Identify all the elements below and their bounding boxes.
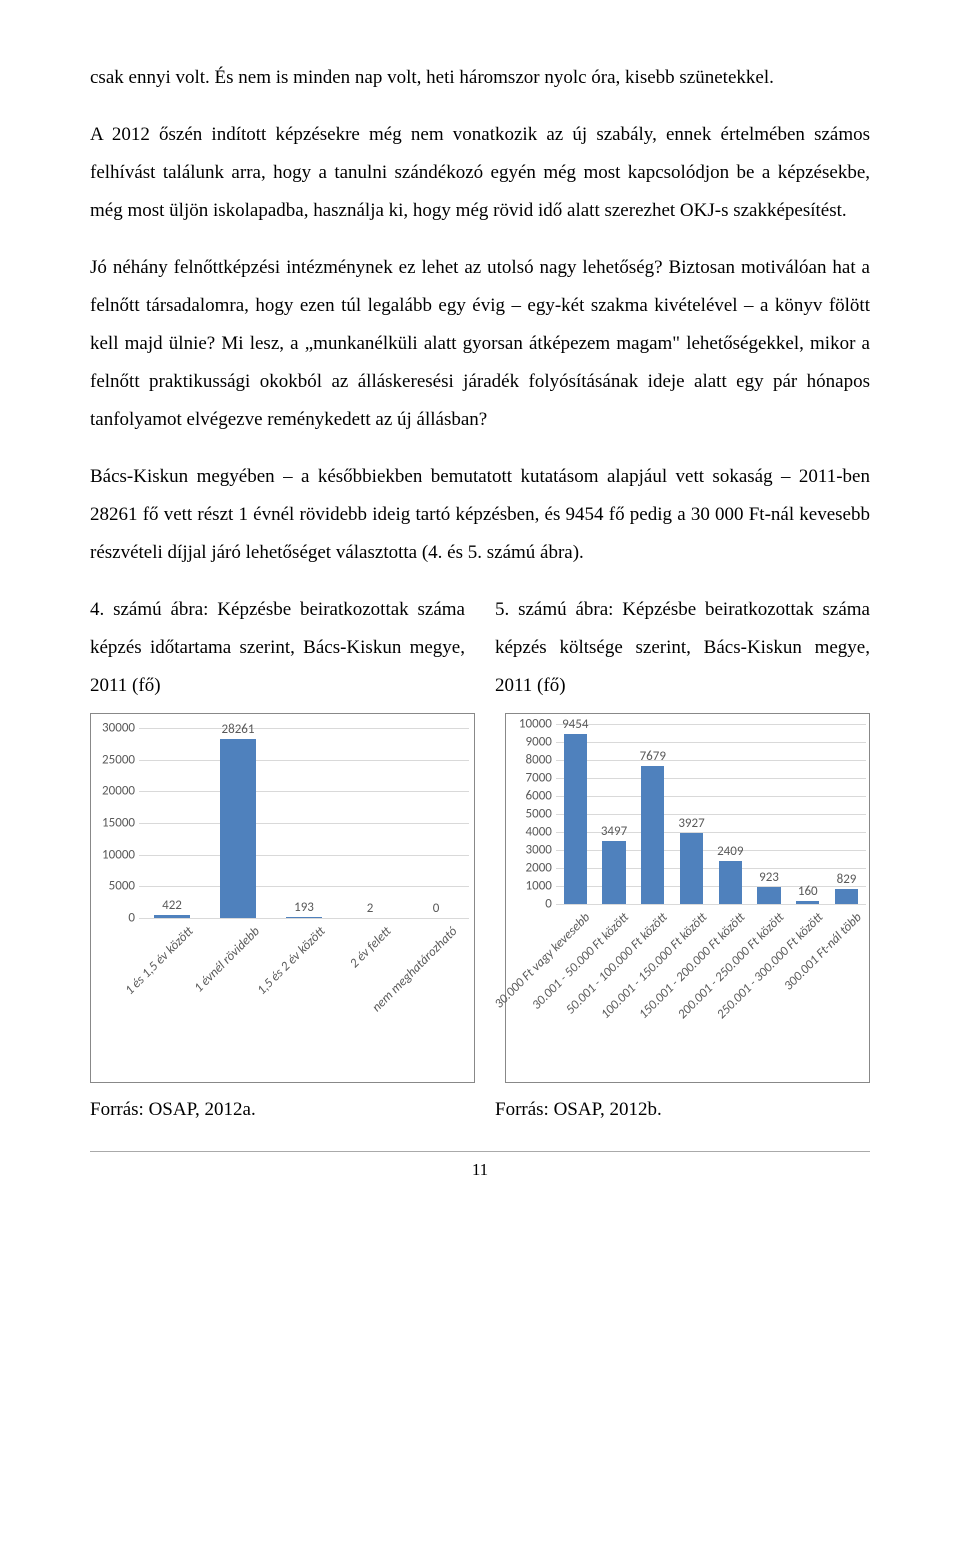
bar (835, 889, 858, 904)
x-axis-tick: 1 és 1,5 év között (123, 924, 197, 998)
y-axis-tick: 0 (128, 911, 135, 926)
figure4-chart: 0 5000 10000 15000 20000 25000 30000 422 1 és 1,… (90, 713, 475, 1083)
figure5-chart: 0 1000 2000 3000 4000 5000 6000 7000 8000 9000 100… (505, 713, 870, 1083)
bar-value-label: 7679 (640, 749, 666, 764)
y-axis-tick: 8000 (526, 753, 552, 768)
y-axis-tick: 7000 (526, 771, 552, 786)
x-axis-tick: 1,5 és 2 év között (255, 924, 329, 998)
bar-value-label: 829 (837, 872, 857, 887)
figure4-source: Forrás: OSAP, 2012a. (90, 1099, 465, 1121)
grid-line (139, 760, 469, 761)
document-page: csak ennyi volt. És nem is minden nap vo… (0, 0, 960, 1200)
page-number: 11 (90, 1151, 870, 1180)
grid-line (139, 823, 469, 824)
grid-line (556, 904, 866, 905)
bar-value-label: 160 (798, 884, 818, 899)
bar-value-label: 2 (367, 901, 374, 916)
y-axis-tick: 5000 (526, 807, 552, 822)
bar-value-label: 3497 (601, 824, 627, 839)
grid-line (139, 855, 469, 856)
paragraph-1: csak ennyi volt. És nem is minden nap vo… (90, 59, 870, 97)
bar-value-label: 193 (294, 900, 314, 915)
paragraph-3: Jó néhány felnőttképzési intézménynek ez… (90, 249, 870, 439)
figure-captions-row: 4. számú ábra: Képzésbe beiratkozottak s… (90, 591, 870, 705)
y-axis-tick: 2000 (526, 861, 552, 876)
y-axis-tick: 5000 (109, 879, 135, 894)
bar-value-label: 422 (162, 898, 182, 913)
y-axis-tick: 10000 (102, 847, 135, 862)
bar (796, 901, 819, 904)
x-axis-tick: 2 év felett (348, 924, 395, 971)
y-axis-tick: 6000 (526, 789, 552, 804)
y-axis-tick: 4000 (526, 825, 552, 840)
bar (757, 887, 780, 904)
bar (602, 841, 625, 904)
plot-area: 0100020003000400050006000700080009000100… (556, 724, 866, 904)
grid-line (556, 742, 866, 743)
figure5-caption: 5. számú ábra: Képzésbe beiratkozottak s… (495, 591, 870, 705)
grid-line (139, 791, 469, 792)
bar (220, 739, 256, 918)
grid-line (139, 728, 469, 729)
bar (719, 861, 742, 904)
bar (564, 734, 587, 904)
y-axis-tick: 15000 (102, 816, 135, 831)
bar-value-label: 923 (759, 870, 779, 885)
figure4-caption: 4. számú ábra: Képzésbe beiratkozottak s… (90, 591, 465, 705)
paragraph-4: Bács-Kiskun megyében – a későbbiekben be… (90, 458, 870, 572)
grid-line (139, 886, 469, 887)
bar (680, 833, 703, 904)
y-axis-tick: 0 (545, 897, 552, 912)
bar (154, 915, 190, 918)
plot-area: 0500010000150002000025000300004221 és 1,… (139, 728, 469, 918)
y-axis-tick: 10000 (519, 717, 552, 732)
y-axis-tick: 20000 (102, 784, 135, 799)
bar-value-label: 9454 (562, 717, 588, 732)
y-axis-tick: 25000 (102, 752, 135, 767)
charts-row: 0500010000150002000025000300004221 és 1,… (90, 713, 870, 1083)
y-axis-tick: 1000 (526, 879, 552, 894)
y-axis-tick: 9000 (526, 735, 552, 750)
y-axis-tick: 3000 (526, 843, 552, 858)
bar (641, 766, 664, 904)
grid-line (556, 796, 866, 797)
sources-row: Forrás: OSAP, 2012a. Forrás: OSAP, 2012b… (90, 1089, 870, 1121)
bar-value-label: 3927 (678, 816, 704, 831)
bar-value-label: 28261 (222, 722, 255, 737)
paragraph-2: A 2012 őszén indított képzésekre még nem… (90, 116, 870, 230)
y-axis-tick: 30000 (102, 721, 135, 736)
x-axis-tick: 1 évnél rövidebb (191, 924, 263, 996)
grid-line (556, 778, 866, 779)
grid-line (556, 760, 866, 761)
grid-line (556, 814, 866, 815)
bar-value-label: 2409 (717, 844, 743, 859)
grid-line (556, 724, 866, 725)
figure5-source: Forrás: OSAP, 2012b. (495, 1099, 870, 1121)
grid-line (139, 918, 469, 919)
bar (286, 917, 322, 918)
bar-value-label: 0 (433, 901, 440, 916)
